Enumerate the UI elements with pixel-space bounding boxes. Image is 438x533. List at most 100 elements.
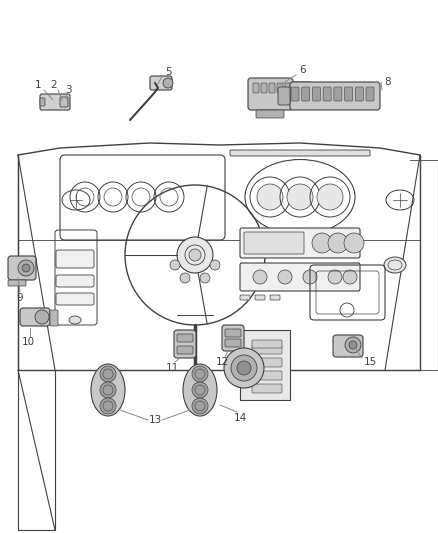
FancyBboxPatch shape [50,310,58,326]
Text: 13: 13 [148,415,162,425]
Text: 8: 8 [385,77,391,87]
FancyBboxPatch shape [256,110,284,118]
Circle shape [100,366,116,382]
FancyBboxPatch shape [333,335,363,357]
FancyBboxPatch shape [150,76,172,90]
Circle shape [344,233,364,253]
Text: 6: 6 [300,65,306,75]
Circle shape [100,382,116,398]
Circle shape [210,260,220,270]
Circle shape [180,273,190,283]
Circle shape [317,184,343,210]
Circle shape [163,78,173,88]
FancyBboxPatch shape [334,87,342,101]
FancyBboxPatch shape [285,83,291,93]
FancyBboxPatch shape [278,87,290,105]
FancyBboxPatch shape [253,83,259,93]
Text: 14: 14 [233,413,247,423]
Circle shape [192,382,208,398]
FancyBboxPatch shape [240,263,360,291]
Circle shape [278,270,292,284]
FancyBboxPatch shape [269,83,275,93]
FancyBboxPatch shape [366,87,374,101]
Text: 2: 2 [51,80,57,90]
Circle shape [18,260,34,276]
Text: 10: 10 [21,337,35,347]
Circle shape [349,341,357,349]
Circle shape [177,237,213,273]
Circle shape [224,348,264,388]
FancyBboxPatch shape [20,308,50,326]
FancyBboxPatch shape [56,275,94,287]
Ellipse shape [91,364,125,416]
FancyBboxPatch shape [355,87,363,101]
Text: 1: 1 [35,80,41,90]
FancyBboxPatch shape [290,82,380,110]
Circle shape [328,233,348,253]
Circle shape [170,260,180,270]
FancyBboxPatch shape [252,345,282,354]
Circle shape [22,264,30,272]
FancyBboxPatch shape [244,232,304,254]
FancyBboxPatch shape [255,295,265,300]
Circle shape [100,398,116,414]
Circle shape [192,366,208,382]
FancyBboxPatch shape [248,78,293,110]
Circle shape [287,184,313,210]
FancyBboxPatch shape [225,339,241,347]
FancyBboxPatch shape [270,295,280,300]
Circle shape [303,270,317,284]
FancyBboxPatch shape [296,86,308,90]
FancyBboxPatch shape [252,384,282,393]
Text: 3: 3 [65,85,71,95]
FancyBboxPatch shape [177,346,193,354]
FancyBboxPatch shape [56,293,94,305]
Circle shape [189,249,201,261]
Circle shape [237,361,251,375]
Circle shape [345,337,361,353]
FancyBboxPatch shape [277,83,283,93]
Circle shape [200,273,210,283]
FancyBboxPatch shape [323,87,331,101]
FancyBboxPatch shape [40,94,70,110]
Circle shape [253,270,267,284]
Ellipse shape [69,316,81,324]
Circle shape [328,270,342,284]
Text: 5: 5 [165,67,171,77]
FancyBboxPatch shape [225,329,241,337]
Ellipse shape [183,364,217,416]
FancyBboxPatch shape [240,295,250,300]
FancyBboxPatch shape [252,371,282,380]
Circle shape [312,233,332,253]
Ellipse shape [384,257,406,273]
FancyBboxPatch shape [261,83,267,93]
Circle shape [343,270,357,284]
Circle shape [257,184,283,210]
FancyBboxPatch shape [222,325,244,351]
FancyBboxPatch shape [230,150,370,156]
FancyBboxPatch shape [56,250,94,268]
FancyBboxPatch shape [240,228,360,258]
FancyBboxPatch shape [252,358,282,367]
Circle shape [231,355,257,381]
FancyBboxPatch shape [345,87,353,101]
FancyBboxPatch shape [312,87,321,101]
FancyBboxPatch shape [302,87,310,101]
FancyBboxPatch shape [293,82,311,106]
FancyBboxPatch shape [40,98,45,106]
FancyBboxPatch shape [177,334,193,342]
Text: 9: 9 [17,293,23,303]
FancyBboxPatch shape [8,256,36,280]
FancyBboxPatch shape [252,340,282,348]
Text: 12: 12 [215,357,229,367]
Text: 15: 15 [364,357,377,367]
Polygon shape [240,330,290,400]
Text: 11: 11 [166,363,179,373]
FancyBboxPatch shape [8,280,26,286]
Circle shape [192,398,208,414]
FancyBboxPatch shape [291,87,299,101]
Circle shape [35,310,49,324]
FancyBboxPatch shape [296,92,308,96]
FancyBboxPatch shape [60,97,68,107]
FancyBboxPatch shape [174,330,196,358]
